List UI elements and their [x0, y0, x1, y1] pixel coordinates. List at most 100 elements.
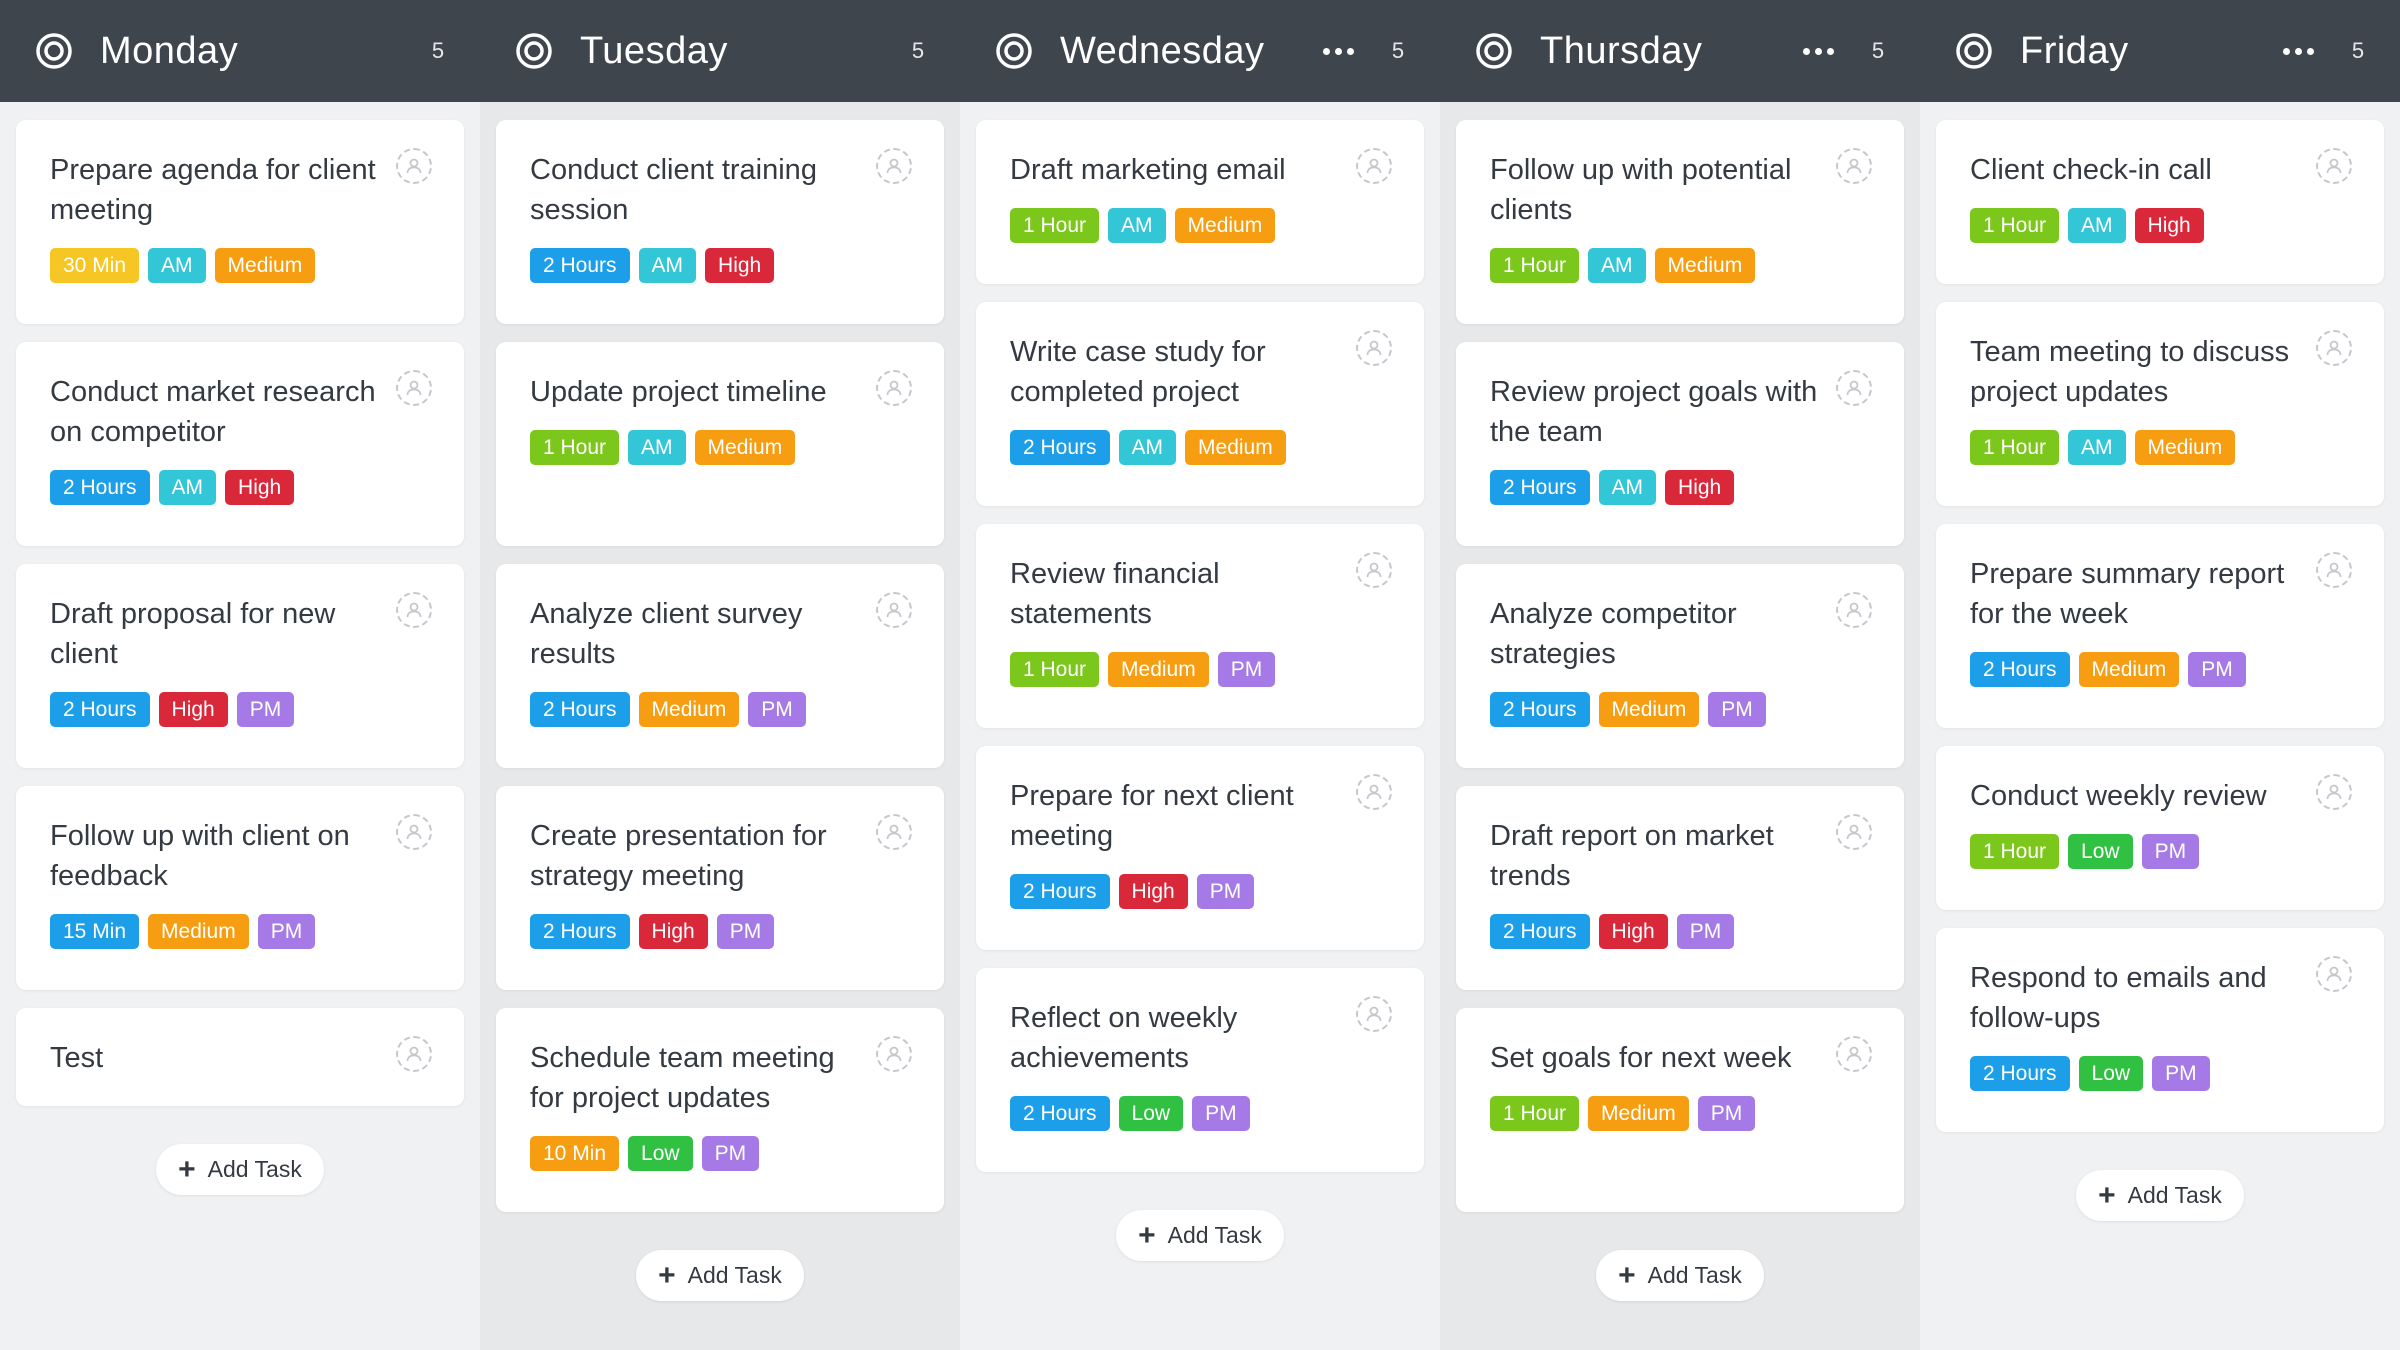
task-tag[interactable]: PM	[1217, 652, 1276, 687]
task-card[interactable]: Create presentation for strategy meeting…	[496, 786, 944, 990]
task-card[interactable]: Conduct client training session 2 Hours AM…	[496, 120, 944, 324]
task-tag[interactable]: PM	[1697, 1096, 1756, 1131]
task-tag[interactable]: High	[1598, 914, 1668, 949]
assign-user-icon[interactable]	[1356, 148, 1392, 184]
task-card[interactable]: Review financial statements 1 Hour Medium P…	[976, 524, 1424, 728]
task-tag[interactable]: PM	[1708, 692, 1766, 727]
task-tag[interactable]: 10 Min	[530, 1136, 620, 1171]
task-card[interactable]: Prepare summary report for the week 2 Hou…	[1936, 524, 2384, 728]
task-card[interactable]: Prepare agenda for client meeting 30 Min A…	[16, 120, 464, 324]
task-tag[interactable]: AM	[148, 248, 206, 283]
task-tag[interactable]: Medium	[1108, 652, 1209, 687]
task-tag[interactable]: Medium	[694, 430, 796, 465]
task-card[interactable]: Client check-in call 1 Hour AM High	[1936, 120, 2384, 284]
assign-user-icon[interactable]	[396, 814, 432, 850]
task-tag[interactable]: 1 Hour	[1970, 208, 2060, 243]
more-options-icon[interactable]	[1318, 36, 1358, 66]
add-task-button[interactable]: + Add Task	[2076, 1170, 2244, 1221]
task-card[interactable]: Schedule team meeting for project update…	[496, 1008, 944, 1212]
task-tag[interactable]: PM	[2152, 1056, 2210, 1091]
task-card[interactable]: Set goals for next week 1 Hour Medium PM	[1456, 1008, 1904, 1212]
task-tag[interactable]: PM	[257, 914, 316, 949]
assign-user-icon[interactable]	[876, 148, 912, 184]
task-tag[interactable]: PM	[716, 914, 775, 949]
assign-user-icon[interactable]	[396, 148, 432, 184]
task-tag[interactable]: 1 Hour	[1970, 430, 2060, 465]
task-tag[interactable]: Medium	[148, 914, 249, 949]
task-tag[interactable]: AM	[1588, 248, 1646, 283]
assign-user-icon[interactable]	[1836, 592, 1872, 628]
assign-user-icon[interactable]	[396, 592, 432, 628]
task-tag[interactable]: PM	[1676, 914, 1735, 949]
assign-user-icon[interactable]	[2316, 956, 2352, 992]
task-tag[interactable]: Medium	[214, 248, 316, 283]
task-tag[interactable]: 1 Hour	[1490, 1096, 1580, 1131]
task-tag[interactable]: 1 Hour	[1010, 652, 1100, 687]
assign-user-icon[interactable]	[2316, 330, 2352, 366]
task-tag[interactable]: 2 Hours	[1490, 470, 1590, 505]
task-tag[interactable]: High	[1118, 874, 1188, 909]
task-tag[interactable]: AM	[1118, 430, 1177, 465]
task-tag[interactable]: 2 Hours	[1490, 692, 1590, 727]
task-tag[interactable]: Low	[1118, 1096, 1184, 1131]
task-tag[interactable]: AM	[2068, 430, 2126, 465]
assign-user-icon[interactable]	[1356, 330, 1392, 366]
task-tag[interactable]: 2 Hours	[530, 914, 630, 949]
task-tag[interactable]: 15 Min	[50, 914, 140, 949]
task-tag[interactable]: Medium	[1654, 248, 1756, 283]
task-tag[interactable]: PM	[701, 1136, 760, 1171]
task-card[interactable]: Team meeting to discuss project updates 1…	[1936, 302, 2384, 506]
task-tag[interactable]: 2 Hours	[530, 692, 630, 727]
add-task-button[interactable]: + Add Task	[1116, 1210, 1284, 1261]
task-tag[interactable]: PM	[1192, 1096, 1250, 1131]
assign-user-icon[interactable]	[1836, 148, 1872, 184]
target-icon[interactable]	[1954, 31, 1994, 71]
assign-user-icon[interactable]	[876, 1036, 912, 1072]
task-card[interactable]: Prepare for next client meeting 2 Hours Hi…	[976, 746, 1424, 950]
task-tag[interactable]: Low	[2068, 834, 2133, 869]
task-tag[interactable]: PM	[748, 692, 806, 727]
add-task-button[interactable]: + Add Task	[156, 1144, 324, 1195]
task-tag[interactable]: 1 Hour	[1970, 834, 2060, 869]
assign-user-icon[interactable]	[1836, 814, 1872, 850]
assign-user-icon[interactable]	[1836, 1036, 1872, 1072]
task-tag[interactable]: 2 Hours	[1010, 430, 1110, 465]
assign-user-icon[interactable]	[396, 1036, 432, 1072]
task-tag[interactable]: AM	[2068, 208, 2126, 243]
assign-user-icon[interactable]	[1356, 996, 1392, 1032]
task-tag[interactable]: PM	[2141, 834, 2200, 869]
task-tag[interactable]: 2 Hours	[1010, 1096, 1110, 1131]
assign-user-icon[interactable]	[2316, 552, 2352, 588]
target-icon[interactable]	[1474, 31, 1514, 71]
task-tag[interactable]: 30 Min	[50, 248, 140, 283]
assign-user-icon[interactable]	[1836, 370, 1872, 406]
task-card[interactable]: Reflect on weekly achievements 2 Hours Low…	[976, 968, 1424, 1172]
task-tag[interactable]: High	[225, 470, 295, 505]
target-icon[interactable]	[994, 31, 1034, 71]
task-tag[interactable]: 2 Hours	[50, 692, 150, 727]
task-card[interactable]: Draft marketing email 1 Hour AM Medium	[976, 120, 1424, 284]
task-tag[interactable]: High	[2134, 208, 2204, 243]
task-tag[interactable]: Low	[2078, 1056, 2144, 1091]
assign-user-icon[interactable]	[1356, 552, 1392, 588]
task-tag[interactable]: PM	[2188, 652, 2246, 687]
task-tag[interactable]: Medium	[1185, 430, 1286, 465]
task-card[interactable]: Analyze client survey results 2 Hours Medi…	[496, 564, 944, 768]
add-task-button[interactable]: + Add Task	[636, 1250, 804, 1301]
task-card[interactable]: Write case study for completed project 2 …	[976, 302, 1424, 506]
task-tag[interactable]: High	[158, 692, 228, 727]
assign-user-icon[interactable]	[2316, 148, 2352, 184]
task-tag[interactable]: 1 Hour	[1010, 208, 1100, 243]
task-tag[interactable]: AM	[628, 430, 686, 465]
task-tag[interactable]: 2 Hours	[1490, 914, 1590, 949]
task-card[interactable]: Analyze competitor strategies 2 Hours Medi…	[1456, 564, 1904, 768]
task-card[interactable]: Conduct market research on competitor 2 H…	[16, 342, 464, 546]
task-card[interactable]: Test	[16, 1008, 464, 1106]
task-card[interactable]: Draft report on market trends 2 Hours High…	[1456, 786, 1904, 990]
task-tag[interactable]: Low	[628, 1136, 693, 1171]
task-tag[interactable]: PM	[1196, 874, 1255, 909]
task-card[interactable]: Review project goals with the team 2 Hour…	[1456, 342, 1904, 546]
task-tag[interactable]: Medium	[2078, 652, 2180, 687]
task-tag[interactable]: 1 Hour	[1490, 248, 1580, 283]
task-tag[interactable]: AM	[638, 248, 697, 283]
